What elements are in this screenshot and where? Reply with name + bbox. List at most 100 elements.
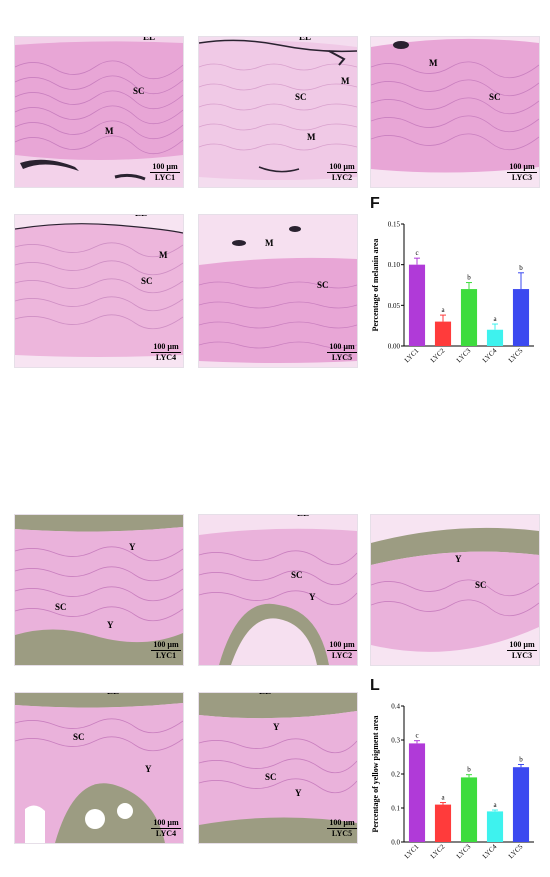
group-label: LYC1 — [155, 651, 177, 660]
scale-text: 100 µm — [153, 342, 179, 351]
scale-text: 100 µm — [509, 162, 535, 171]
micrograph-h: H EL SC Y 100 µm LYC2 — [198, 514, 358, 666]
scale-bar: 100 µm LYC3 — [507, 163, 537, 182]
micrograph-e: E EL M SC 100 µm LYC5 — [198, 214, 358, 368]
bar — [434, 804, 452, 842]
y-tick-label: 0.4 — [391, 703, 400, 711]
y-tick-label: 0.0 — [391, 839, 400, 847]
label-sc: SC — [295, 92, 307, 102]
tissue-image — [15, 693, 183, 843]
scale-bar: 100 µm LYC2 — [327, 163, 357, 182]
label-m: M — [265, 238, 274, 248]
group-label: LYC3 — [511, 173, 533, 182]
significance-letter: a — [441, 306, 445, 314]
significance-letter: c — [415, 732, 418, 740]
label-sc: SC — [489, 92, 501, 102]
scale-text: 100 µm — [329, 640, 355, 649]
scale-bar: 100 µm LYC4 — [151, 819, 181, 838]
y-tick-label: 0.00 — [388, 343, 401, 351]
bar — [512, 289, 530, 346]
group-label: LYC5 — [331, 353, 353, 362]
label-sc: SC — [317, 280, 329, 290]
label-el: EL — [475, 37, 487, 38]
scale-text: 100 µm — [509, 640, 535, 649]
chart-svg: 0.00 0.05 0.10 0.15 Percentage of melanin ar… — [371, 221, 534, 364]
scale-text: 100 µm — [153, 640, 179, 649]
label-el: EL — [297, 515, 309, 518]
label-y: Y — [295, 788, 302, 798]
y-tick-label: 0.15 — [388, 221, 401, 229]
significance-letter: a — [493, 801, 497, 809]
bar — [486, 329, 504, 346]
micrograph-g: G EL Y SC Y 100 µm LYC1 — [14, 514, 184, 666]
melanin-area-chart: 0.00 0.05 0.10 0.15 Percentage of melanin ar… — [370, 218, 540, 374]
x-tick-label: LYC4 — [481, 346, 499, 364]
significance-letter: a — [441, 794, 445, 802]
micrograph-a: A EL SC M 100 µm LYC1 — [14, 36, 184, 188]
tissue-image — [15, 37, 183, 187]
tissue-image — [199, 215, 357, 367]
label-el: EL — [135, 215, 147, 218]
label-el: EL — [259, 693, 271, 696]
micrograph-k: K EL Y SC Y 100 µm LYC5 — [198, 692, 358, 844]
scale-text: 100 µm — [329, 342, 355, 351]
label-el: EL — [431, 515, 443, 516]
label-y: Y — [455, 554, 462, 564]
scale-bar: 100 µm LYC5 — [327, 343, 357, 362]
significance-letter: b — [519, 755, 523, 763]
scale-bar: 100 µm LYC3 — [507, 641, 537, 660]
label-el: EL — [87, 515, 99, 516]
label-y: Y — [145, 764, 152, 774]
tissue-image — [371, 37, 539, 187]
group-label: LYC4 — [155, 353, 177, 362]
yellow-pigment-area-chart: 0.0 0.1 0.2 0.3 0.4 Percentage of yellow pigm… — [370, 700, 540, 870]
label-m: M — [105, 126, 114, 136]
y-tick-label: 0.2 — [391, 771, 400, 779]
y-axis-label: Percentage of melanin area — [371, 239, 380, 332]
significance-letter: a — [493, 315, 497, 323]
x-tick-label: LYC5 — [507, 346, 525, 364]
label-m: M — [307, 132, 316, 142]
x-tick-label: LYC4 — [481, 842, 499, 860]
tissue-image — [15, 515, 183, 665]
x-tick-label: LYC5 — [507, 842, 525, 860]
label-el: EL — [299, 36, 312, 42]
bar — [408, 264, 426, 346]
label-el: EL — [143, 36, 156, 42]
label-m: M — [341, 76, 350, 86]
bar — [460, 289, 478, 346]
label-sc: SC — [73, 732, 85, 742]
panel-label: F — [370, 195, 380, 212]
scale-text: 100 µm — [329, 818, 355, 827]
chart-svg: 0.0 0.1 0.2 0.3 0.4 Percentage of yellow pigm… — [371, 703, 534, 860]
group-label: LYC3 — [511, 651, 533, 660]
tissue-image — [371, 515, 539, 665]
label-m: M — [159, 250, 168, 260]
label-sc: SC — [475, 580, 487, 590]
micrograph-i: I EL Y SC 100 µm LYC3 — [370, 514, 540, 666]
scale-text: 100 µm — [152, 162, 178, 171]
y-tick-label: 0.3 — [391, 737, 400, 745]
label-sc: SC — [133, 86, 145, 96]
scale-bar: 100 µm LYC4 — [151, 343, 181, 362]
label-sc: SC — [55, 602, 67, 612]
label-sc: SC — [141, 276, 153, 286]
y-tick-label: 0.05 — [388, 302, 401, 310]
label-sc: SC — [265, 772, 277, 782]
label-sc: SC — [291, 570, 303, 580]
micrograph-d: D EL M SC 100 µm LYC4 — [14, 214, 184, 368]
group-label: LYC2 — [331, 173, 353, 182]
x-tick-label: LYC1 — [403, 346, 421, 364]
tissue-image — [15, 215, 183, 367]
label-y: Y — [107, 620, 114, 630]
label-y: Y — [129, 542, 136, 552]
scale-bar: 100 µm LYC1 — [151, 641, 181, 660]
bar — [408, 743, 426, 842]
scale-bar: 100 µm LYC5 — [327, 819, 357, 838]
scale-bar: 100 µm LYC2 — [327, 641, 357, 660]
micrograph-c: C EL M SC 100 µm LYC3 — [370, 36, 540, 188]
bar — [434, 321, 452, 346]
tissue-image — [199, 693, 357, 843]
scale-bar: 100 µm LYC1 — [150, 163, 180, 182]
y-tick-label: 0.10 — [388, 261, 401, 269]
